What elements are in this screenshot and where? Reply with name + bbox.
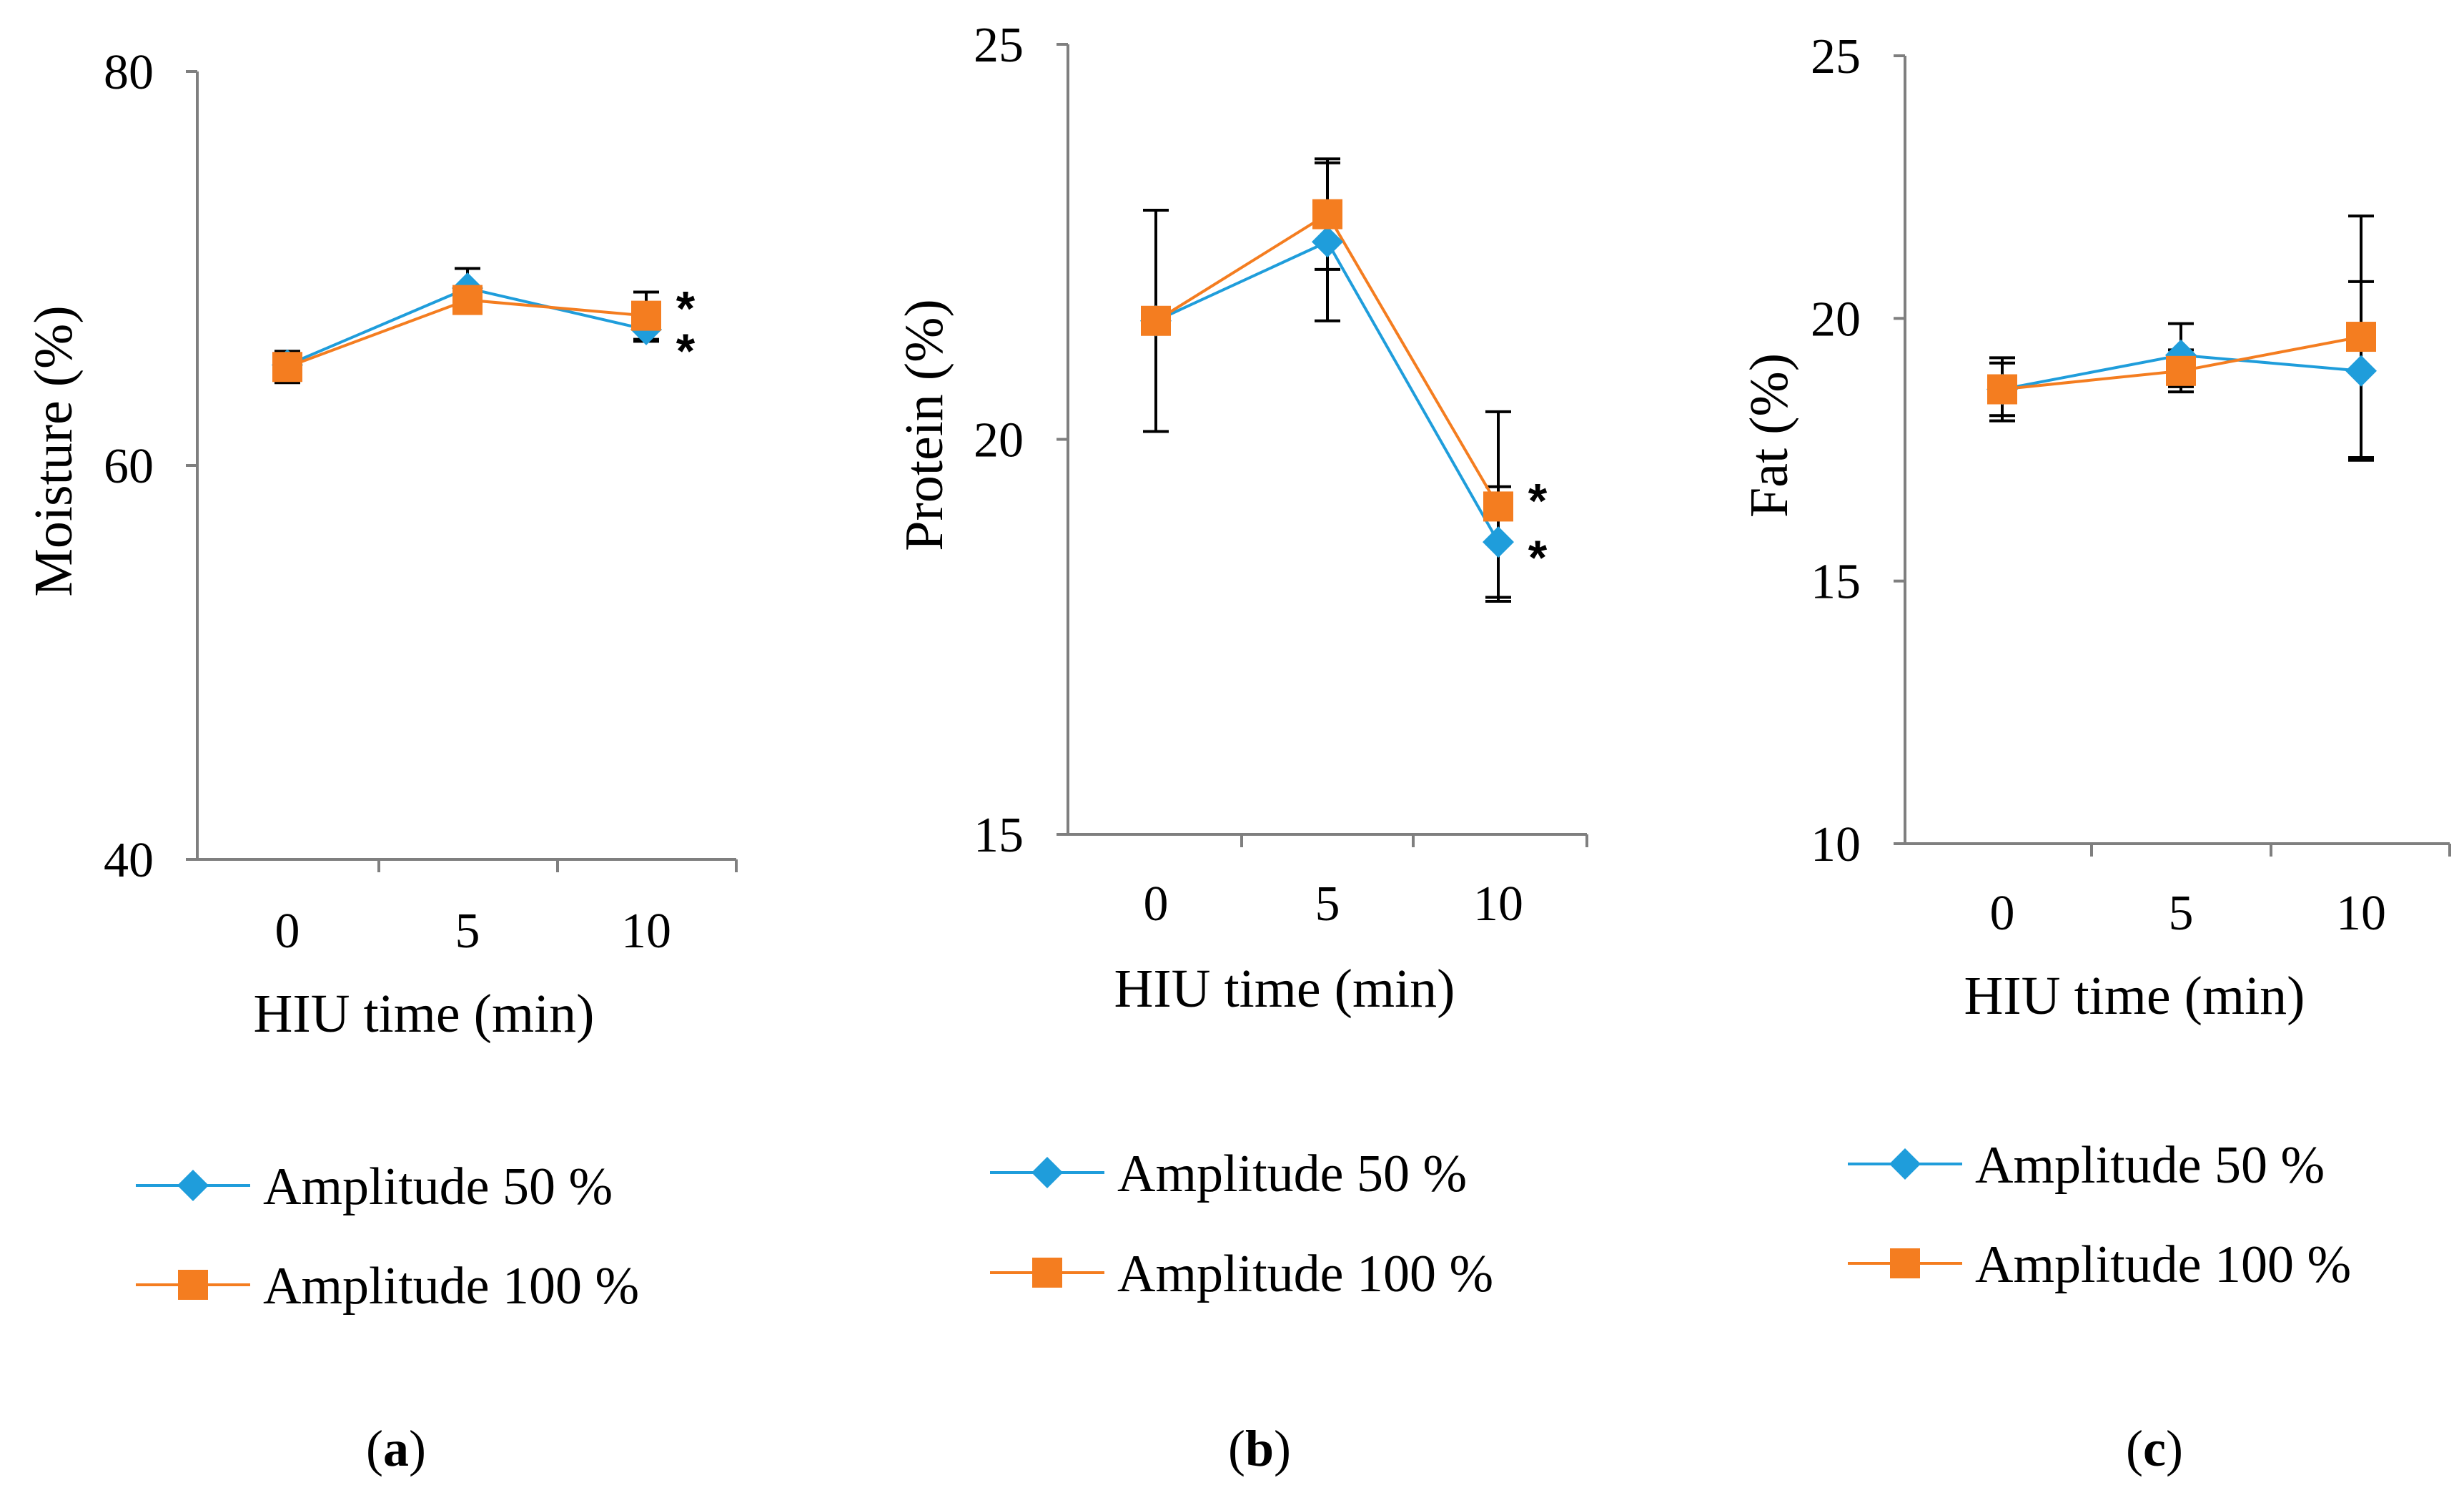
significance-marker: *	[1528, 473, 1548, 528]
data-point-square	[2346, 322, 2376, 352]
y-tick-label: 20	[1811, 292, 1861, 347]
panel-label: (b)	[1228, 1420, 1291, 1477]
x-tick-label: 10	[2336, 886, 2386, 941]
x-tick-label: 0	[275, 904, 300, 959]
x-tick-label: 5	[455, 904, 480, 959]
y-axis-title: Fat (%)	[1739, 353, 1799, 518]
y-axis-title: Moisture (%)	[24, 305, 84, 596]
legend-label: Amplitude 50 %	[263, 1158, 613, 1216]
legend-label: Amplitude 50 %	[1975, 1136, 2325, 1195]
legend-marker-diamond	[177, 1170, 209, 1201]
y-tick-label: 40	[104, 833, 154, 888]
y-tick-label: 15	[1811, 555, 1861, 610]
data-point-square	[452, 285, 483, 315]
y-tick-label: 20	[974, 413, 1024, 468]
chart-panel-c: 10 15 20 25 0 5 10 HIU time (min) Fat (%) Amplitu…	[1739, 29, 2451, 1477]
legend-label: Amplitude 100 %	[1117, 1245, 1493, 1303]
data-point-square	[1141, 305, 1171, 336]
legend-marker-diamond	[1889, 1148, 1921, 1180]
x-tick-label: 5	[1315, 877, 1340, 932]
x-tick-label: 5	[2169, 886, 2194, 941]
panel-letter: b	[1245, 1420, 1274, 1477]
y-tick-label: 80	[104, 45, 154, 100]
legend-marker-square	[1890, 1248, 1920, 1278]
data-point-diamond	[1483, 526, 1514, 558]
data-point-square	[272, 352, 302, 383]
data-point-square	[1987, 374, 2017, 405]
y-tick-label: 60	[104, 439, 154, 494]
panel-label: (c)	[2126, 1420, 2183, 1477]
y-tick-label: 25	[974, 18, 1024, 73]
chart-panel-a: 40 60 80 0 5 10 HIU time (min) Moisture (%) ** Am…	[24, 45, 738, 1477]
data-point-square	[1483, 491, 1513, 522]
significance-marker: *	[1528, 531, 1548, 585]
x-tick-label: 10	[621, 904, 671, 959]
y-tick-label: 25	[1811, 29, 1861, 84]
legend-marker-square	[1032, 1258, 1062, 1288]
significance-marker: *	[676, 282, 696, 336]
x-axis-title: HIU time (min)	[253, 984, 594, 1044]
panel-label: (a)	[366, 1420, 426, 1477]
legend-label: Amplitude 50 %	[1117, 1145, 1467, 1203]
chart-panel-b: 15 20 25 0 5 10 HIU time (min) Protein (%) ** Amp…	[894, 18, 1588, 1477]
y-tick-label: 10	[1811, 817, 1861, 872]
significance-marker: *	[676, 324, 696, 378]
data-point-square	[631, 300, 661, 331]
x-axis-title: HIU time (min)	[1964, 966, 2305, 1026]
panel-letter: a	[383, 1420, 409, 1477]
legend-marker-diamond	[1031, 1157, 1063, 1188]
x-tick-label: 0	[1144, 877, 1169, 932]
legend-marker-square	[178, 1270, 208, 1300]
data-point-diamond	[1312, 226, 1343, 258]
data-point-square	[1312, 199, 1342, 230]
x-axis-title: HIU time (min)	[1114, 959, 1455, 1019]
y-tick-label: 15	[974, 808, 1024, 863]
x-tick-label: 0	[1990, 886, 2015, 941]
data-point-diamond	[2345, 355, 2377, 387]
data-point-square	[2166, 355, 2196, 386]
y-axis-title: Protein (%)	[894, 299, 954, 551]
panel-letter: c	[2143, 1420, 2166, 1477]
legend-label: Amplitude 100 %	[1975, 1235, 2351, 1294]
legend-label: Amplitude 100 %	[263, 1257, 639, 1316]
x-tick-label: 10	[1473, 877, 1523, 932]
